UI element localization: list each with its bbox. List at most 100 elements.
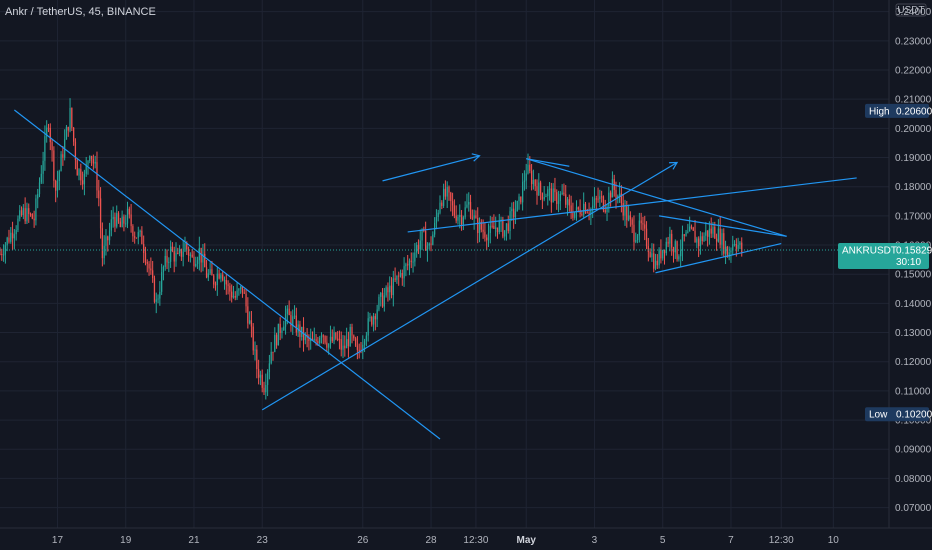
candle-body bbox=[148, 263, 150, 269]
candle-body bbox=[694, 230, 696, 243]
candle-body bbox=[1, 253, 3, 255]
candle-body bbox=[232, 296, 235, 298]
candle-body bbox=[8, 237, 10, 242]
candle-body bbox=[168, 261, 170, 263]
candle-body bbox=[588, 212, 590, 215]
time-tick-label: 26 bbox=[357, 535, 369, 546]
candle-body bbox=[645, 228, 648, 247]
candle-body bbox=[257, 369, 260, 378]
price-tick-label: 0.20000 bbox=[895, 124, 932, 135]
candle-body bbox=[110, 219, 112, 231]
candle-body bbox=[672, 247, 675, 253]
candle-body bbox=[333, 332, 335, 342]
candle-body bbox=[47, 127, 50, 129]
candle-body bbox=[6, 237, 8, 246]
candle-body bbox=[403, 266, 405, 279]
candle-body bbox=[446, 186, 448, 197]
candle-body bbox=[202, 253, 204, 263]
candle-body bbox=[539, 182, 542, 194]
candle-body bbox=[363, 341, 366, 345]
candle-body bbox=[182, 251, 184, 257]
candle-body bbox=[513, 208, 515, 218]
candle-body bbox=[295, 315, 297, 333]
candle-body bbox=[626, 206, 628, 221]
candle-body bbox=[274, 334, 276, 353]
candle-body bbox=[60, 154, 62, 172]
candle-body bbox=[238, 289, 240, 291]
candle-body bbox=[277, 323, 280, 346]
candle-body bbox=[593, 198, 596, 206]
candle-body bbox=[265, 384, 267, 393]
candle-body bbox=[220, 274, 222, 279]
candle-body bbox=[205, 267, 208, 278]
currency-badge[interactable]: USDT bbox=[895, 3, 927, 17]
candle-body bbox=[101, 228, 103, 259]
price-tick-label: 0.08000 bbox=[895, 474, 932, 485]
candle-body bbox=[195, 263, 197, 267]
price-tick-label: 0.17000 bbox=[895, 211, 932, 222]
candle-body bbox=[460, 214, 463, 225]
candle-body bbox=[178, 249, 181, 254]
candle-body bbox=[548, 188, 551, 190]
last-price-symbol: ANKRUSDT bbox=[842, 245, 897, 256]
candle-body bbox=[597, 198, 599, 200]
candle-body bbox=[590, 209, 592, 215]
candle-body bbox=[180, 249, 183, 257]
candle-body bbox=[697, 238, 700, 247]
candle-body bbox=[674, 241, 676, 253]
time-tick-label: 23 bbox=[257, 535, 269, 546]
candle-body bbox=[486, 237, 488, 241]
candle-body bbox=[112, 216, 114, 220]
candle-body bbox=[477, 217, 479, 234]
candle-body bbox=[33, 218, 35, 221]
candle-body bbox=[699, 236, 702, 247]
candle-body bbox=[730, 250, 732, 253]
candle-body bbox=[250, 320, 253, 327]
candle-body bbox=[213, 275, 215, 285]
time-axis[interactable]: 17 19 21 23 26 28 12:30 May 3 5 7 12:30 10 bbox=[52, 535, 839, 546]
trendline bbox=[407, 177, 857, 233]
candle-body bbox=[175, 252, 177, 262]
candle-body bbox=[105, 236, 107, 246]
candle-body bbox=[565, 194, 567, 205]
candle-body bbox=[76, 160, 78, 176]
candle-body bbox=[559, 193, 561, 202]
candle-body bbox=[130, 214, 132, 227]
candle-body bbox=[0, 253, 1, 255]
candle-body bbox=[137, 232, 139, 238]
candle-body bbox=[633, 224, 635, 242]
candle-body bbox=[249, 320, 251, 324]
candle-body bbox=[647, 246, 649, 252]
candle-body bbox=[507, 223, 509, 232]
candle-body bbox=[37, 194, 39, 199]
candle-body bbox=[396, 275, 398, 280]
candle-body bbox=[547, 189, 549, 197]
candle-body bbox=[712, 227, 714, 234]
candle-body bbox=[557, 201, 560, 204]
candle-body bbox=[313, 339, 315, 341]
candle-body bbox=[669, 233, 671, 244]
time-tick-label: 5 bbox=[660, 535, 666, 546]
candle-body bbox=[398, 275, 400, 277]
trendlines[interactable] bbox=[14, 109, 857, 440]
candle-body bbox=[392, 278, 394, 296]
candle-body bbox=[207, 273, 209, 278]
candle-body bbox=[383, 295, 385, 307]
candle-body bbox=[20, 210, 23, 216]
candle-body bbox=[270, 351, 272, 364]
candle-body bbox=[566, 199, 569, 205]
candle-body bbox=[622, 203, 624, 216]
candle-body bbox=[724, 246, 727, 254]
candle-body bbox=[326, 342, 328, 348]
candle-body bbox=[572, 213, 574, 218]
candle-body bbox=[338, 338, 341, 340]
price-tick-label: 0.13000 bbox=[895, 328, 932, 339]
candle-body bbox=[439, 202, 441, 213]
candle-body bbox=[189, 254, 192, 256]
candle-body bbox=[150, 268, 152, 271]
candle-body bbox=[328, 344, 330, 348]
candle-body bbox=[719, 228, 721, 245]
price-tick-label: 0.23000 bbox=[895, 36, 932, 47]
